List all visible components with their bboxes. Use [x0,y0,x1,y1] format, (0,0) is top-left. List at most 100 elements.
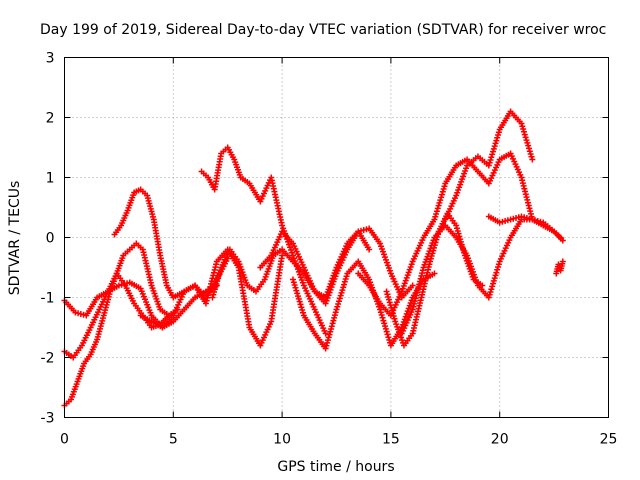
data-point [521,131,528,138]
data-point [489,283,496,290]
data-point [336,298,343,305]
data-point [382,323,389,330]
data-point [338,289,345,296]
data-point [380,317,387,324]
data-point [295,293,302,300]
data-point [340,284,347,291]
data-point [381,320,388,327]
data-point [385,334,392,341]
data-point [324,339,331,346]
data-point [341,281,348,288]
data-point [409,282,416,289]
y-tick-label: -3 [41,411,55,427]
data-point [299,306,306,313]
y-tick-label: 2 [46,111,55,127]
data-point [339,287,346,294]
y-tick-label: 1 [46,171,55,187]
data-point [437,197,444,204]
data-point [440,186,447,193]
series-track-6 [198,144,329,337]
data-point [379,314,386,321]
data-point [486,159,493,166]
data-point [335,300,342,307]
data-point [296,298,303,305]
data-point [491,275,498,282]
data-point [384,331,391,338]
series-track-11 [383,210,486,349]
data-point [377,309,384,316]
data-point [337,292,344,299]
data-point [522,134,529,141]
data-point [432,213,439,220]
data-point [434,205,441,212]
data-point [279,252,286,259]
data-point [377,306,384,313]
data-point [435,202,442,209]
data-point [559,258,566,265]
data-point [491,143,498,150]
data-point [490,145,497,152]
data-point [490,280,497,287]
data-point [520,128,527,135]
data-point [328,323,335,330]
data-point [495,129,502,136]
data-marks [61,108,566,409]
data-point [294,290,301,297]
data-point [341,278,348,285]
data-point [525,142,532,149]
data-point [492,140,499,147]
data-point [329,320,336,327]
series-track-15 [553,258,566,277]
data-point [529,156,536,163]
data-point [559,237,566,244]
x-tick-label: 10 [273,432,291,448]
data-point [490,277,497,284]
data-point [323,342,330,349]
data-point [292,284,299,291]
data-point [342,276,349,283]
data-point [331,314,338,321]
data-point [485,162,492,169]
data-point [297,301,304,308]
grid [64,57,609,418]
data-point [433,208,440,215]
data-point [334,303,341,310]
data-point [494,134,501,141]
y-tick-label: -2 [41,351,55,367]
data-point [300,309,307,316]
data-point [494,266,501,273]
data-point [526,148,533,155]
data-point [332,309,339,316]
data-point [523,137,530,144]
data-point [290,279,297,286]
data-point [366,246,373,253]
data-point [436,199,443,206]
data-point [438,191,445,198]
data-point [520,126,527,133]
series-track-14 [485,213,566,244]
data-point [333,306,340,313]
data-point [331,312,338,319]
data-point [487,156,494,163]
data-point [431,270,438,277]
data-point [293,287,300,294]
series-track-13 [442,108,536,223]
data-point [328,326,335,332]
y-tick-label: 3 [46,51,55,67]
data-point [326,331,333,338]
data-point [492,272,499,279]
data-point [518,120,525,127]
series-track-8 [257,225,416,307]
data-point [527,150,534,157]
chart-title: Day 199 of 2019, Sidereal Day-to-day VTE… [40,22,606,38]
data-point [495,132,502,139]
data-point [433,210,440,217]
data-point [322,330,329,337]
data-point [431,216,438,223]
data-point [488,286,495,293]
data-point [493,269,500,276]
data-point [324,337,331,344]
data-point [291,282,298,289]
x-tick-label: 20 [491,432,509,448]
